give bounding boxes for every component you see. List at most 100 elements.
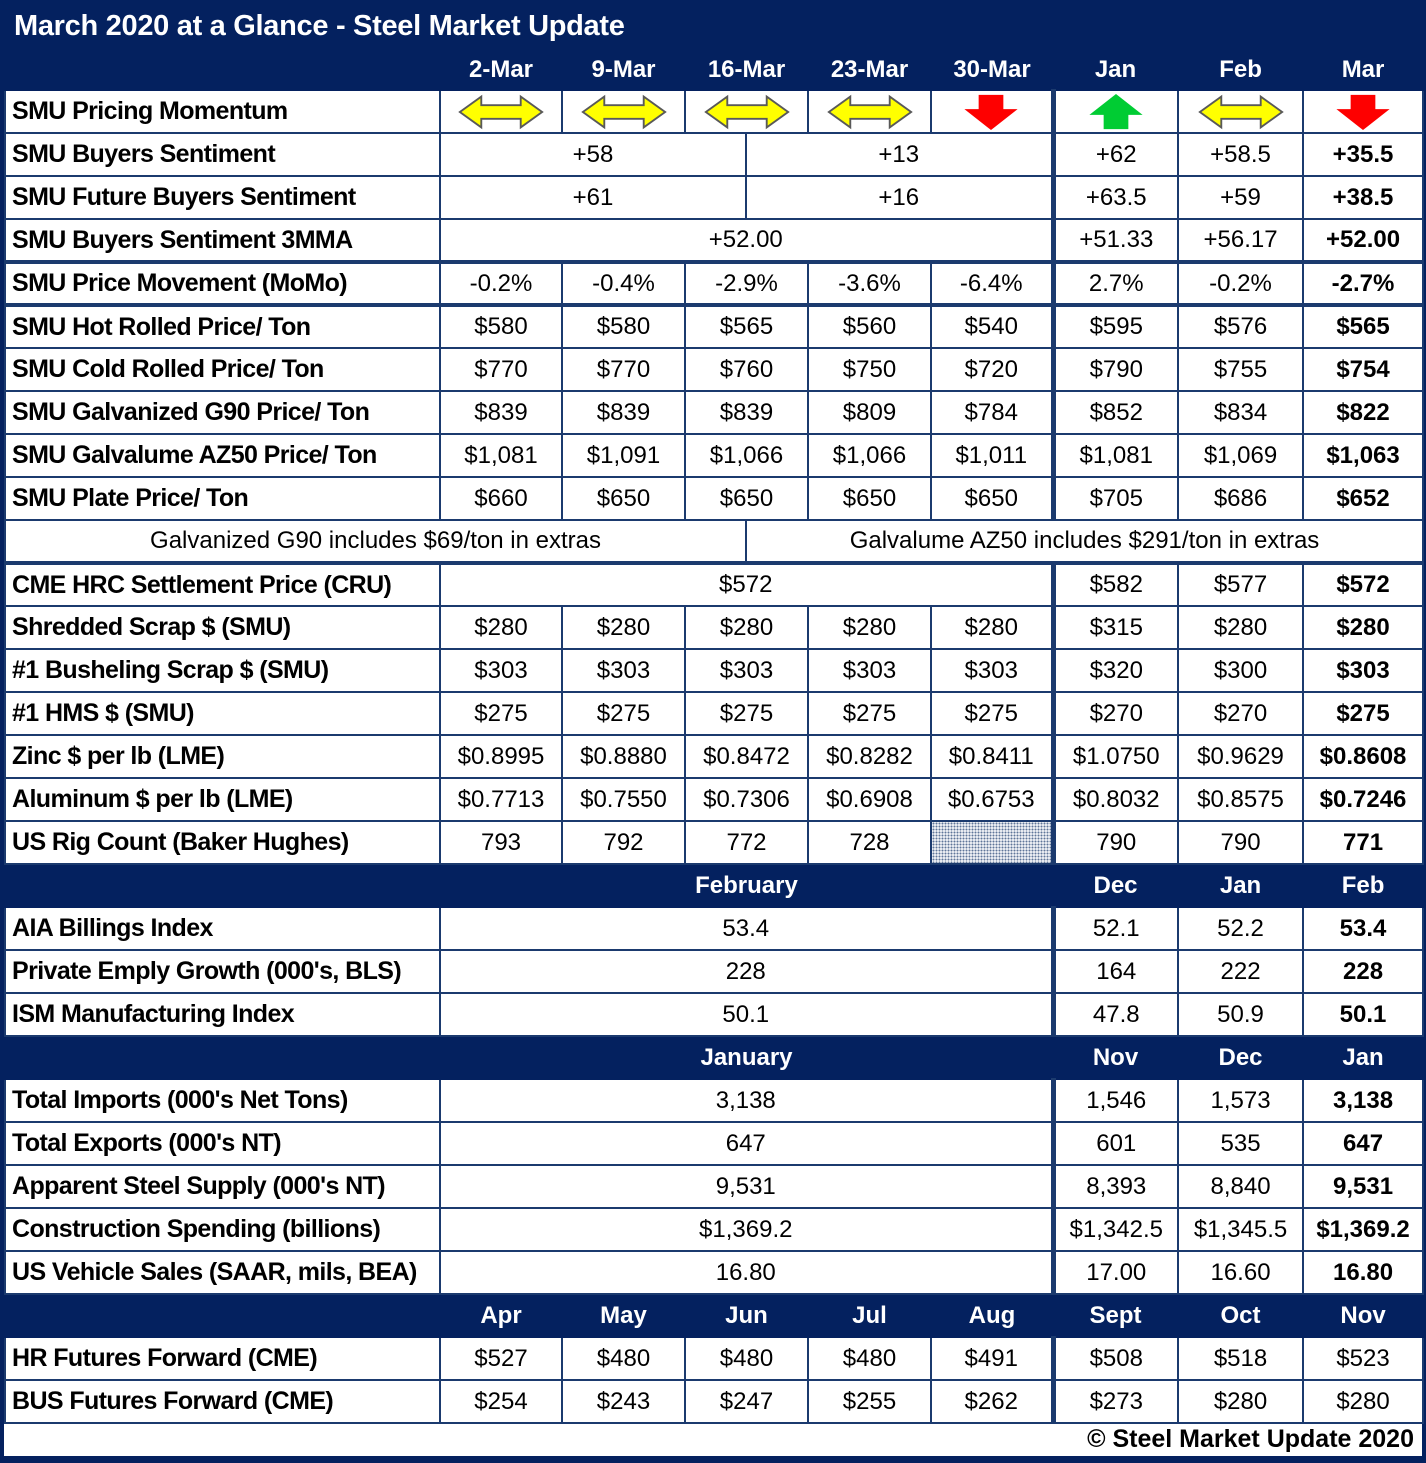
subheader-cell: Aug	[930, 1293, 1054, 1338]
table-cell: 1,546	[1050, 1078, 1180, 1123]
table-cell: $822	[1302, 390, 1425, 435]
subheader-cell: Jan	[1177, 863, 1305, 908]
down-arrow-icon	[930, 89, 1054, 134]
row-smu-cold-rolled-price-ton: SMU Cold Rolled Price/ Ton $770 $770 $760 $7…	[4, 347, 1425, 392]
subheader-cell: Feb	[1302, 863, 1425, 908]
row-label: SMU Galvalume AZ50 Price/ Ton	[4, 433, 441, 478]
table-cell: $650	[930, 476, 1054, 521]
table-cell: $275	[684, 691, 809, 736]
column-header-2-mar: 2-Mar	[439, 48, 563, 91]
table-cell: $280	[1177, 605, 1305, 650]
table-cell: 228	[1302, 949, 1425, 994]
left-right-arrow-icon	[807, 89, 932, 134]
row-label: HR Futures Forward (CME)	[4, 1336, 441, 1381]
row-us-rig-count-baker-hughes: US Rig Count (Baker Hughes) 793 792 772 728 7…	[4, 820, 1425, 865]
table-cell: 50.1	[439, 992, 1054, 1037]
table-cell: $280	[684, 605, 809, 650]
table-cell: $0.7306	[684, 777, 809, 822]
row-label: SMU Plate Price/ Ton	[4, 476, 441, 521]
row-label: Shredded Scrap $ (SMU)	[4, 605, 441, 650]
table-cell: $572	[439, 561, 1054, 607]
table-cell: $275	[439, 691, 563, 736]
table-cell: 53.4	[1302, 906, 1425, 951]
table-cell: -2.9%	[684, 260, 809, 306]
row-label: US Rig Count (Baker Hughes)	[4, 820, 441, 865]
table-cell: $480	[684, 1336, 809, 1381]
table-cell: 647	[439, 1121, 1054, 1166]
table-cell: +16	[745, 175, 1054, 220]
row-smu-plate-price-ton: SMU Plate Price/ Ton $660 $650 $650 $650 $650…	[4, 476, 1425, 521]
table-cell: +61	[439, 175, 747, 220]
table-cell: -0.2%	[1177, 260, 1305, 306]
table-cell: 164	[1050, 949, 1180, 994]
table-cell: $1,063	[1302, 433, 1425, 478]
row-label: Zinc $ per lb (LME)	[4, 734, 441, 779]
subheader-cell: Sept	[1051, 1293, 1180, 1338]
bottom-bar	[4, 1456, 1422, 1461]
row-label: Total Exports (000's NT)	[4, 1121, 441, 1166]
table-cell: $480	[561, 1336, 686, 1381]
table-cell: 647	[1302, 1121, 1425, 1166]
row-label: ISM Manufacturing Index	[4, 992, 441, 1037]
table-cell: +13	[745, 132, 1054, 177]
table-cell: $582	[1050, 561, 1180, 607]
column-header-mar: Mar	[1302, 48, 1425, 91]
table-cell: $273	[1050, 1379, 1180, 1424]
table-cell: $0.8411	[930, 734, 1054, 779]
table-cell: $0.8472	[684, 734, 809, 779]
table-cell: $303	[684, 648, 809, 693]
table-cell: $247	[684, 1379, 809, 1424]
table-cell: $755	[1177, 347, 1305, 392]
table-cell: $0.8282	[807, 734, 932, 779]
table-cell: $0.8880	[561, 734, 686, 779]
table-cell: 790	[1177, 820, 1305, 865]
table-cell: $540	[930, 303, 1054, 349]
table-cell: $576	[1177, 303, 1305, 349]
column-header-16-mar: 16-Mar	[684, 48, 809, 91]
table-body: 2-Mar 9-Mar 16-Mar 23-Mar 30-Mar Jan Feb Mar SMU…	[4, 48, 1425, 1424]
column-header-9-mar: 9-Mar	[561, 48, 686, 91]
table-cell: 53.4	[439, 906, 1054, 951]
row-total-imports-000-s-net-tons: Total Imports (000's Net Tons) 3,138 1,546…	[4, 1078, 1425, 1123]
table-cell: +58	[439, 132, 747, 177]
row-hr-futures-forward-cme: HR Futures Forward (CME) $527 $480 $480 $480…	[4, 1336, 1425, 1381]
subheader-spacer	[4, 1293, 441, 1338]
table-cell: $1,011	[930, 433, 1054, 478]
table-cell: $280	[1302, 605, 1425, 650]
row-smu-buyers-sentiment-3mma: SMU Buyers Sentiment 3MMA +52.00 +51.33 +56…	[4, 218, 1425, 263]
table-cell: +52.00	[1302, 218, 1425, 263]
column-header-row: 2-Mar 9-Mar 16-Mar 23-Mar 30-Mar Jan Feb Mar	[4, 48, 1425, 91]
table-cell: $1,069	[1177, 433, 1305, 478]
table-cell: 792	[561, 820, 686, 865]
left-right-arrow-icon	[1177, 89, 1305, 134]
table-cell: 9,531	[1302, 1164, 1425, 1209]
subheader-cell: Nov	[1051, 1035, 1180, 1080]
table-cell: 8,840	[1177, 1164, 1305, 1209]
table-cell: -6.4%	[930, 260, 1054, 306]
table-cell: $790	[1050, 347, 1180, 392]
table-cell: $0.8032	[1050, 777, 1180, 822]
table-cell: $577	[1177, 561, 1305, 607]
table-cell: $255	[807, 1379, 932, 1424]
table-cell: $270	[1050, 691, 1180, 736]
table-cell: $770	[439, 347, 563, 392]
table-cell: $1,345.5	[1177, 1207, 1305, 1252]
row-private-emply-growth-000-s-bls: Private Emply Growth (000's, BLS) 228 164 2…	[4, 949, 1425, 994]
subheader-cell: Jun	[684, 1293, 809, 1338]
subheader-row: Apr May Jun Jul Aug Sept Oct Nov	[4, 1293, 1425, 1338]
row-label: Construction Spending (billions)	[4, 1207, 441, 1252]
note-row: Galvanized G90 includes $69/ton in extra…	[4, 519, 1425, 565]
row-smu-pricing-momentum: SMU Pricing Momentum	[4, 89, 1425, 134]
row-label: SMU Buyers Sentiment 3MMA	[4, 218, 441, 263]
table-cell: 16.80	[439, 1250, 1054, 1295]
row-smu-galvalume-az50-price-ton: SMU Galvalume AZ50 Price/ Ton $1,081 $1,09…	[4, 433, 1425, 478]
market-table: 2-Mar 9-Mar 16-Mar 23-Mar 30-Mar Jan Feb Mar SMU…	[4, 48, 1425, 1424]
table-cell: $0.7713	[439, 777, 563, 822]
subheader-row: January Nov Dec Jan	[4, 1035, 1425, 1080]
table-cell: $275	[807, 691, 932, 736]
table-cell: $270	[1177, 691, 1305, 736]
table-cell: $1,081	[439, 433, 563, 478]
table-cell: 16.60	[1177, 1250, 1305, 1295]
table-cell: +62	[1050, 132, 1180, 177]
